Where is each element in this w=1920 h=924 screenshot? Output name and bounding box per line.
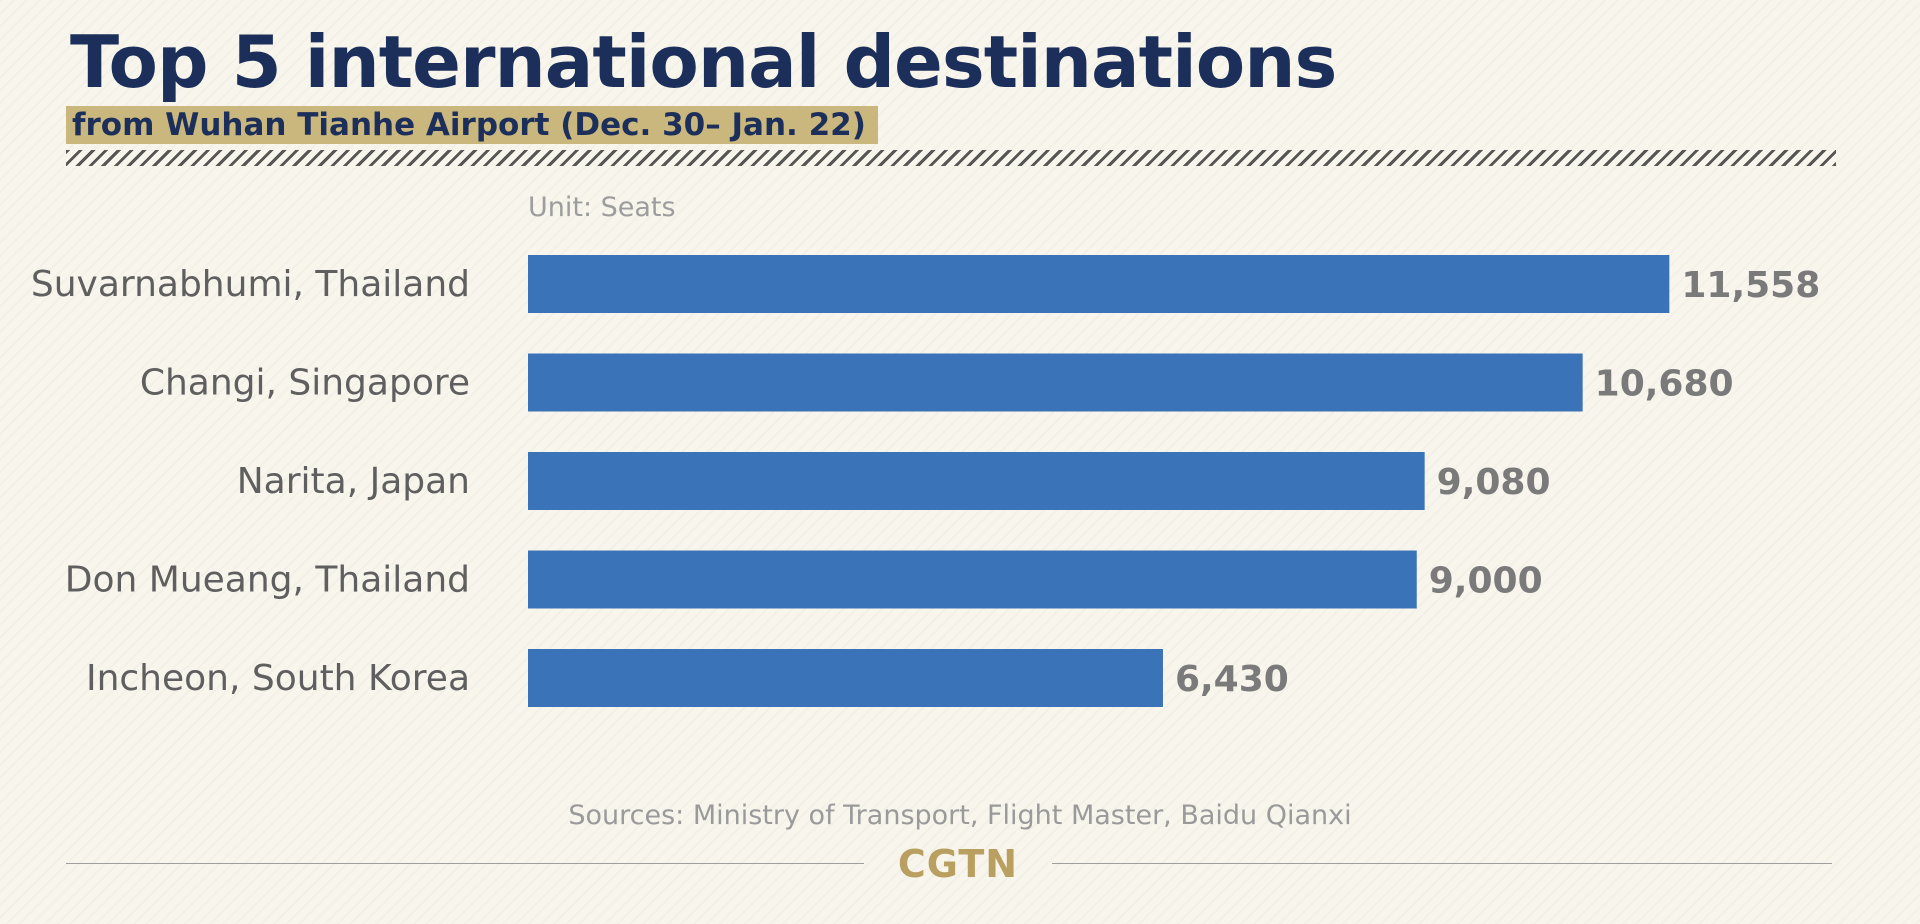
value-label-0: 11,558 bbox=[1681, 265, 1820, 306]
bar-4 bbox=[528, 649, 1163, 707]
category-label-2: Narita, Japan bbox=[237, 461, 470, 502]
value-label-1: 10,680 bbox=[1595, 364, 1734, 405]
footer-rule-right bbox=[1052, 863, 1832, 864]
hatched-divider bbox=[66, 150, 1836, 166]
cgtn-logo: CGTN bbox=[897, 842, 1019, 886]
source-note: Sources: Ministry of Transport, Flight M… bbox=[568, 800, 1352, 831]
value-label-4: 6,430 bbox=[1175, 659, 1289, 700]
category-label-3: Don Mueang, Thailand bbox=[65, 560, 470, 601]
footer-rule-left bbox=[66, 863, 864, 864]
category-label-1: Changi, Singapore bbox=[140, 363, 470, 404]
value-label-3: 9,000 bbox=[1429, 561, 1543, 602]
category-label-0: Suvarnabhumi, Thailand bbox=[31, 264, 470, 305]
chart-subtitle: from Wuhan Tianhe Airport (Dec. 30– Jan.… bbox=[66, 106, 878, 144]
bar-0 bbox=[528, 255, 1670, 313]
value-label-2: 9,080 bbox=[1437, 462, 1551, 503]
chart-title: Top 5 international destinations bbox=[70, 20, 1337, 104]
bar-2 bbox=[528, 452, 1425, 510]
unit-label: Unit: Seats bbox=[528, 192, 676, 223]
bar-3 bbox=[528, 550, 1417, 609]
bar-1 bbox=[528, 353, 1583, 412]
category-label-4: Incheon, South Korea bbox=[86, 658, 470, 699]
